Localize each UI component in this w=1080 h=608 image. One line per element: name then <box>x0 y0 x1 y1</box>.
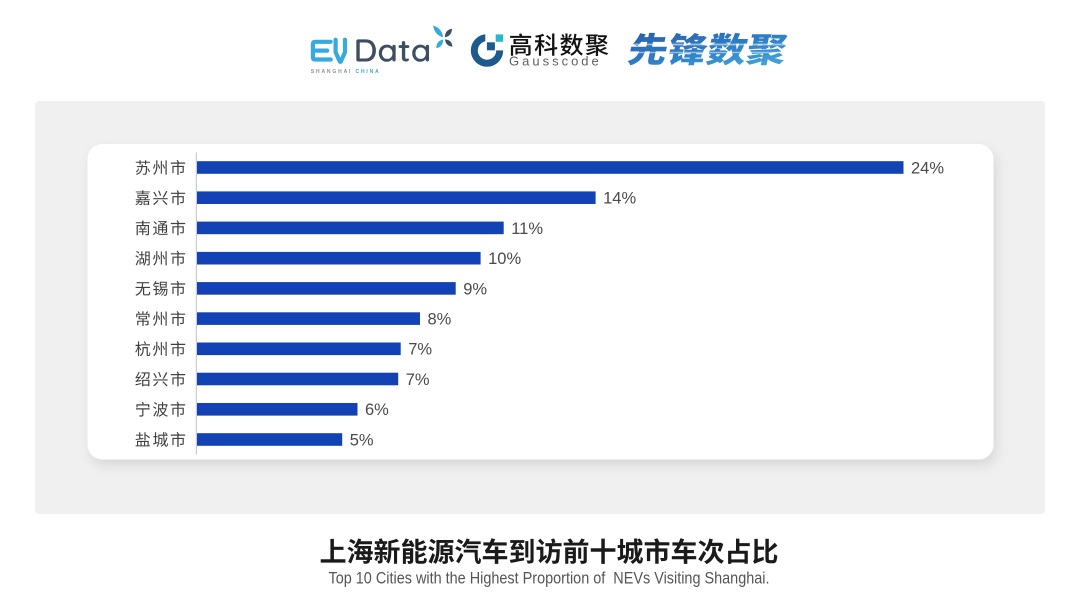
svg-text:Gausscode: Gausscode <box>509 54 602 69</box>
svg-text:7%: 7% <box>408 341 432 359</box>
svg-text:10%: 10% <box>488 250 521 268</box>
svg-text:8%: 8% <box>428 311 452 329</box>
svg-text:6%: 6% <box>365 401 389 419</box>
svg-text:24%: 24% <box>911 159 944 177</box>
svg-text:5%: 5% <box>350 431 374 449</box>
svg-text:14%: 14% <box>603 190 636 208</box>
svg-text:SHANGHAI CHINA: SHANGHAI CHINA <box>311 69 381 75</box>
svg-text:7%: 7% <box>406 371 430 389</box>
svg-text:Top 10 Cities with the Highest: Top 10 Cities with the Highest Proportio… <box>329 568 770 587</box>
svg-text:11%: 11% <box>511 220 543 238</box>
svg-text:9%: 9% <box>463 280 487 298</box>
